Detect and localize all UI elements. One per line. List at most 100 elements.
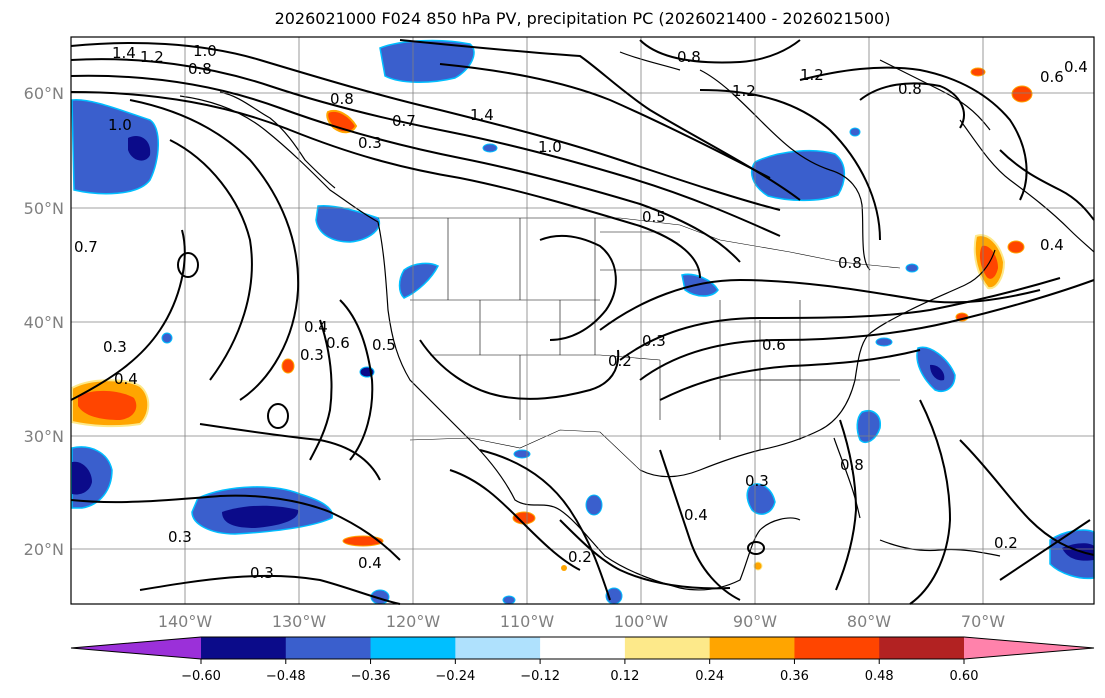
map-area: 1.4 1.2 1.0 0.8 1.0 0.8 0.7 0.3 1.4 1.0 … [70, 36, 1095, 605]
precip-neg-core [222, 505, 299, 528]
precip-neg-core [72, 461, 92, 495]
precip-neg-spot [585, 494, 603, 516]
contour-label: 0.8 [898, 80, 922, 98]
colorbar-tick-label: 0.36 [780, 669, 809, 684]
lon-label-90w: 90°W [733, 612, 777, 631]
contour-label: 0.4 [1064, 58, 1088, 76]
coastline-florida [833, 437, 861, 519]
contour-label: 0.3 [745, 472, 769, 490]
map-title: 2026021000 F024 850 hPa PV, precipitatio… [274, 9, 891, 28]
contour-label: 0.8 [838, 254, 862, 272]
precip-pos-spot [561, 565, 567, 571]
colorbar-tick-label: 0.12 [610, 669, 639, 684]
lon-label-110w: 110°W [500, 612, 555, 631]
contour-label: 0.7 [74, 238, 98, 256]
colorbar-swatch [285, 637, 372, 659]
precip-neg-core [128, 135, 151, 161]
precip-pos-core [78, 390, 137, 420]
colorbar-tick-label: 0.60 [950, 669, 979, 684]
precip-pos-spot [1007, 240, 1025, 254]
lat-label-60n: 60°N [24, 84, 64, 103]
contour-label: 0.4 [358, 554, 382, 572]
contour-labels: 1.4 1.2 1.0 0.8 1.0 0.8 0.7 0.3 1.4 1.0 … [74, 42, 1088, 582]
contour-label: 0.2 [568, 548, 592, 566]
pv-contours [70, 39, 1095, 605]
precip-neg-area [71, 99, 159, 195]
colorbar-tick-label: 0.48 [865, 669, 894, 684]
contour-label: 0.3 [250, 564, 274, 582]
contour-label: 0.4 [114, 370, 138, 388]
colorbar-swatch [879, 637, 965, 659]
contour-label: 1.0 [108, 116, 132, 134]
contour-label: 0.3 [358, 134, 382, 152]
colorbar: −0.60 −0.48 −0.36 −0.24 −0.12 0.12 0.24 0.36 0.4… [70, 636, 1095, 684]
contour-label: 1.0 [538, 138, 562, 156]
precip-neg-area [398, 262, 440, 299]
precip-neg-spot [502, 595, 516, 605]
contour-label: 0.6 [1040, 68, 1064, 86]
colorbar-extend-max [964, 637, 1094, 659]
precip-pos-spot [512, 511, 536, 525]
precip-pos-spot [1011, 85, 1033, 103]
contour-label: 0.3 [642, 332, 666, 350]
contour-label: 0.4 [304, 318, 328, 336]
precip-neg-area [315, 204, 381, 243]
colorbar-swatch [709, 637, 795, 659]
coastline-alaska-panhandle [219, 91, 336, 189]
colorbar-tick-label: −0.12 [520, 669, 560, 684]
lat-label-40n: 40°N [24, 313, 64, 332]
colorbar-swatch [540, 637, 626, 659]
contour-label: 0.8 [677, 48, 701, 66]
colorbar-tick-label: −0.48 [266, 669, 306, 684]
coastline-caribbean [879, 539, 1001, 557]
contour-label: 1.2 [140, 48, 164, 66]
contour-label: 0.2 [994, 534, 1018, 552]
contour-label: 1.2 [732, 82, 756, 100]
contour-label: 0.6 [326, 334, 350, 352]
longitude-labels: 140°W 130°W 120°W 110°W 100°W 90°W 80°W … [158, 612, 1005, 631]
lon-label-70w: 70°W [961, 612, 1005, 631]
colorbar-swatch [624, 637, 711, 659]
colorbar-tick-label: −0.24 [435, 669, 475, 684]
precip-neg-core [930, 364, 945, 381]
contour-label: 0.4 [684, 506, 708, 524]
lon-label-120w: 120°W [386, 612, 441, 631]
coastline-hudson [699, 69, 871, 271]
precip-neg-spot [875, 337, 893, 347]
lat-label-30n: 30°N [24, 427, 64, 446]
contour-label: 0.3 [103, 338, 127, 356]
colorbar-swatch [370, 637, 456, 659]
precip-pos-spot [970, 67, 986, 77]
precip-neg-spot [161, 332, 173, 344]
contour-label: 0.2 [608, 352, 632, 370]
lon-label-100w: 100°W [614, 612, 669, 631]
colorbar-swatch [455, 637, 541, 659]
contour-label: 0.3 [300, 346, 324, 364]
precip-neg-area [751, 150, 846, 202]
contour-label: 0.8 [330, 90, 354, 108]
coastline-labrador [959, 119, 1095, 253]
contour-label: 0.5 [642, 208, 666, 226]
political-borders [378, 217, 901, 471]
lat-label-20n: 20°N [24, 540, 64, 559]
colorbar-extend-min [71, 637, 201, 659]
colorbar-swatch [794, 637, 880, 659]
precip-fills [71, 39, 1095, 605]
colorbar-tick-label: −0.60 [181, 669, 221, 684]
contour-label: 0.4 [1040, 236, 1064, 254]
latitude-labels: 60°N 50°N 40°N 30°N 20°N [24, 84, 64, 559]
lon-label-140w: 140°W [158, 612, 213, 631]
contour-label: 0.6 [762, 336, 786, 354]
colorbar-swatch [201, 637, 287, 659]
precip-neg-spot [849, 127, 861, 137]
contour-label: 0.8 [840, 456, 864, 474]
contour-label: 1.2 [800, 66, 824, 84]
precip-pos-spot [342, 535, 384, 547]
precip-neg-spot [482, 143, 498, 153]
precip-neg-area [746, 483, 776, 515]
contour-label: 1.0 [193, 42, 217, 60]
contour-label: 0.3 [168, 528, 192, 546]
lon-label-80w: 80°W [847, 612, 891, 631]
lon-label-130w: 130°W [272, 612, 327, 631]
